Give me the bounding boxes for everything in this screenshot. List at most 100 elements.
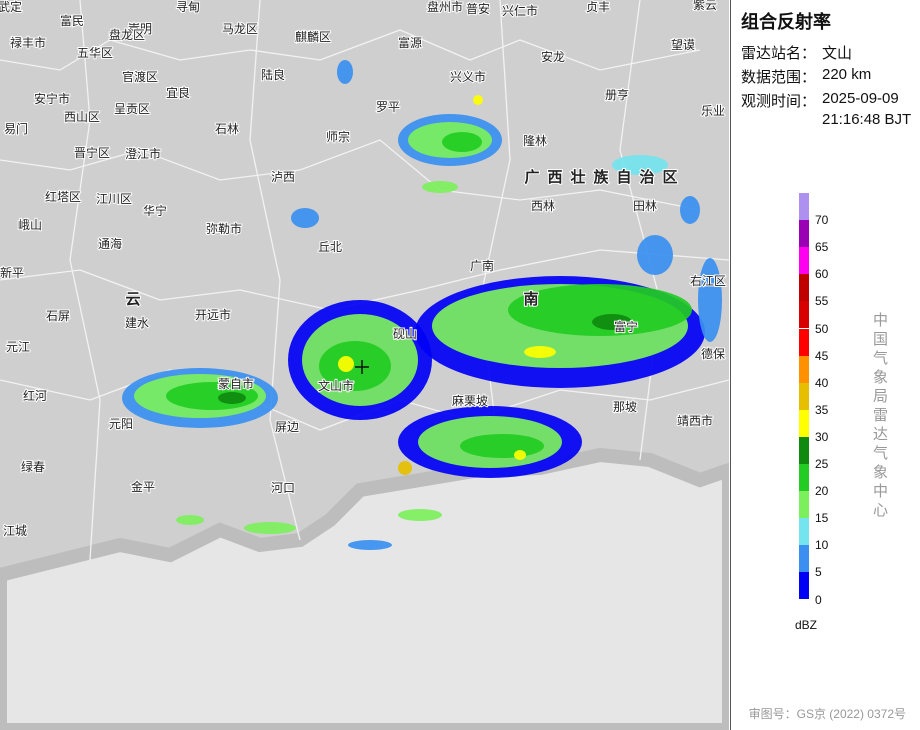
echo	[218, 392, 246, 404]
legend-label: 25	[815, 457, 829, 471]
place-label: 石屏	[46, 309, 70, 323]
place-label: 宜良	[166, 85, 190, 100]
place-label: 文山市	[318, 378, 354, 393]
legend-label: 50	[815, 321, 829, 336]
credit: 中国气象局雷达气象中心	[871, 312, 888, 521]
place-label: 泸西	[271, 170, 295, 184]
legend-swatch	[799, 328, 809, 356]
place-label: 呈贡区	[114, 102, 150, 116]
legend-label: 30	[815, 429, 829, 444]
place-label: 红河	[23, 388, 47, 403]
echo	[460, 434, 544, 458]
legend-swatch	[799, 382, 809, 410]
place-label: 易门	[4, 121, 28, 136]
echo	[524, 346, 556, 358]
echo	[319, 341, 391, 391]
legend-label: 65	[815, 240, 829, 255]
echo	[422, 181, 458, 193]
place-label: 罗平	[376, 100, 400, 114]
station: 文山	[822, 45, 853, 62]
place-label: 那坡	[613, 400, 637, 414]
echo	[291, 208, 319, 228]
echo	[398, 509, 442, 521]
place-label: 屏边	[275, 420, 299, 434]
place-label: 南	[523, 290, 546, 308]
place-label: 富源	[398, 35, 422, 50]
echo	[398, 461, 412, 475]
place-label: 元江	[6, 340, 30, 354]
place-label: 开远市	[195, 307, 231, 322]
place-label: 兴义市	[450, 69, 486, 84]
legend-swatch	[799, 436, 809, 464]
legend-swatch	[799, 464, 809, 492]
title: 组合反射率	[741, 12, 831, 32]
place-label: 建水	[125, 316, 149, 330]
echo	[698, 258, 722, 342]
place-label: 河口	[271, 481, 295, 495]
legend-swatch	[799, 518, 809, 546]
legend-label: 70	[815, 213, 829, 228]
place-label: 田林	[633, 199, 657, 213]
place-label: 江川区	[96, 192, 132, 206]
place-label: 安龙	[541, 49, 565, 64]
echo	[508, 284, 692, 336]
place-label: 通海	[98, 236, 122, 251]
place-label: 蒙自市	[218, 376, 254, 391]
place-label: 官渡区	[122, 69, 158, 84]
place-label: 丘北	[318, 240, 342, 254]
place-label: 金平	[131, 479, 155, 494]
echo	[338, 356, 354, 372]
echo	[514, 450, 526, 460]
legend-label: 10	[815, 538, 829, 553]
place-label: 砚山	[393, 327, 417, 341]
echo	[637, 235, 673, 275]
place-label: 兴仁市	[502, 3, 538, 18]
legend-label: 55	[815, 294, 829, 309]
radar-echoes	[122, 60, 722, 550]
legend-unit: dBZ	[795, 618, 818, 632]
echo	[442, 132, 482, 152]
legend-swatch	[799, 193, 809, 221]
legend-swatch	[799, 301, 809, 329]
place-label: 武定	[0, 0, 22, 14]
place-label: 弥勒市	[206, 221, 242, 236]
place-label: 普安	[466, 1, 490, 16]
place-label: 五华区	[77, 46, 113, 60]
radar-site	[355, 360, 369, 374]
legend-label: 5	[815, 565, 822, 580]
place-label: 禄丰市	[10, 35, 46, 50]
echo	[612, 155, 668, 175]
place-label: 右江区	[690, 273, 726, 288]
place-label: 石林	[215, 122, 239, 136]
place-label: 马龙区	[222, 22, 258, 36]
place-label: 澄江市	[125, 146, 161, 161]
place-label: 峨山	[18, 218, 42, 232]
legend-swatch	[799, 355, 809, 383]
place-label: 新平	[0, 265, 24, 280]
legend-swatch	[799, 220, 809, 248]
date: 2025-09-09	[822, 90, 899, 107]
place-label: 元阳	[109, 417, 133, 431]
place-label: 盘龙区	[109, 27, 145, 42]
place-label: 册亨	[605, 87, 629, 102]
legend-swatch	[799, 545, 809, 573]
echo	[337, 60, 353, 84]
legend-swatch	[799, 247, 809, 275]
place-label: 隆林	[523, 133, 547, 148]
legend-label: 40	[815, 375, 829, 390]
place-label: 安宁市	[34, 91, 70, 106]
place-label: 富宁	[614, 319, 638, 334]
place-label: 靖西市	[677, 413, 713, 428]
echo	[244, 522, 296, 534]
lowland	[0, 447, 729, 730]
legend-swatch	[799, 409, 809, 437]
place-label: 绿春	[21, 459, 45, 474]
time: 21:16:48 BJT	[822, 111, 912, 128]
place-label: 望谟	[671, 38, 695, 52]
legend-label: 20	[815, 484, 829, 499]
place-label: 陆良	[261, 67, 285, 82]
legend-label: 45	[815, 348, 829, 363]
legend-swatch	[799, 572, 809, 600]
